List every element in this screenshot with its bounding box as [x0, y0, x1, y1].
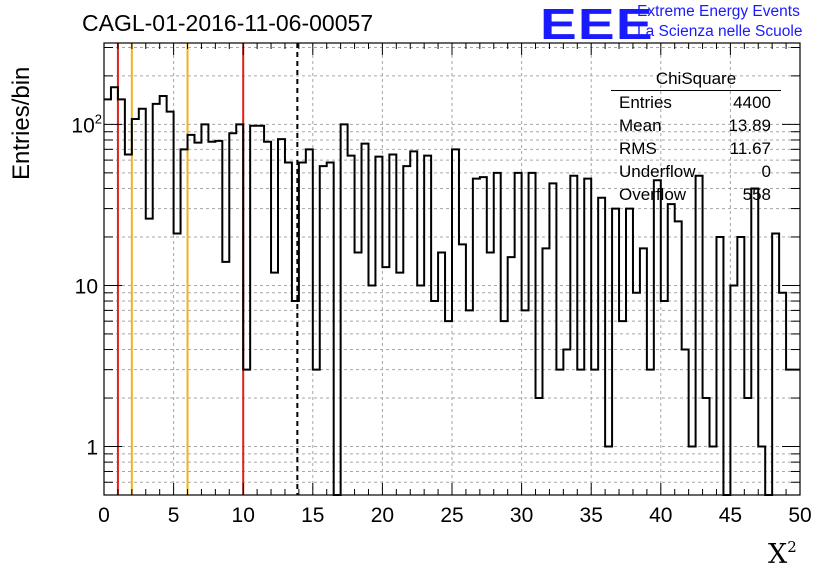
- x-tick-label: 30: [510, 504, 533, 527]
- logo-tagline-1: Extreme Energy Events: [637, 3, 800, 20]
- stats-value: 558: [742, 185, 771, 204]
- y-axis-label: Entries/bin: [8, 66, 35, 180]
- histogram-line: [104, 86, 800, 496]
- y-tick-label: 10: [75, 275, 98, 298]
- x-tick-label: 5: [168, 504, 180, 527]
- x-tick-label: 35: [580, 504, 603, 527]
- stats-label: Underflow: [619, 162, 696, 181]
- stats-label: Mean: [619, 116, 662, 135]
- x-tick-label: 10: [232, 504, 255, 527]
- x-tick-label: 20: [371, 504, 394, 527]
- stats-value: 13.89: [728, 116, 771, 135]
- stats-row-underflow: Underflow 0: [611, 161, 781, 184]
- stats-row-rms: RMS 11.67: [611, 138, 781, 161]
- stats-label: Entries: [619, 93, 672, 112]
- stats-row-overflow: Overflow 558: [611, 184, 781, 207]
- chart-title: CAGL-01-2016-11-06-00057: [82, 10, 374, 36]
- y-tick-label: 1: [86, 437, 98, 460]
- stats-label: RMS: [619, 139, 657, 158]
- stats-value: 0: [761, 162, 771, 181]
- stats-label: Overflow: [619, 185, 687, 204]
- logo-tagline-2: La Scienza nelle Scuole: [637, 23, 803, 40]
- x-tick-label: 40: [649, 504, 672, 527]
- stats-title: ChiSquare: [611, 67, 781, 91]
- x-tick-label: 45: [719, 504, 742, 527]
- stats-box: ChiSquare Entries 4400 Mean 13.89 RMS 11.67…: [611, 67, 781, 207]
- x-axis-label: X2: [768, 538, 797, 570]
- y-tick-label: 102: [71, 111, 102, 137]
- stats-value: 11.67: [729, 139, 771, 158]
- x-tick-label: 0: [98, 504, 110, 527]
- stats-row-mean: Mean 13.89: [611, 115, 781, 138]
- stats-value: 4400: [733, 93, 771, 112]
- x-tick-label: 15: [301, 504, 324, 527]
- eee-logo: EEE: [540, 0, 654, 49]
- x-tick-label: 50: [788, 504, 811, 527]
- stats-row-entries: Entries 4400: [611, 92, 781, 115]
- x-tick-label: 25: [440, 504, 463, 527]
